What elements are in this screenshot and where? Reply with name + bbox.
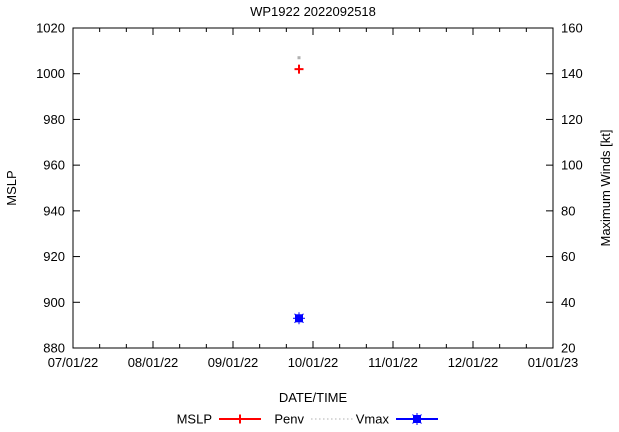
legend: MSLP Penv Vmax — [177, 412, 438, 427]
legend-label-penv: Penv — [274, 412, 304, 427]
data-point-penv — [297, 56, 301, 60]
x-tick-label: 07/01/22 — [48, 355, 99, 370]
legend-marker-vmax — [413, 415, 421, 423]
y2-tick-label: 120 — [561, 112, 583, 127]
y2-tick-label: 160 — [561, 21, 583, 36]
y-tick-label: 1000 — [36, 66, 65, 81]
plot-border — [72, 27, 554, 349]
legend-item-penv: Penv — [274, 412, 353, 427]
y-tick-label: 960 — [43, 158, 65, 173]
x-tick-label: 10/01/22 — [288, 355, 339, 370]
y2-axis-label: Maximum Winds [kt] — [598, 129, 613, 246]
x-tick-label: 08/01/22 — [128, 355, 179, 370]
y-tick-label: 900 — [43, 295, 65, 310]
x-tick-label: 01/01/23 — [528, 355, 579, 370]
y2-tick-label: 60 — [561, 249, 575, 264]
y2-tick-label: 100 — [561, 158, 583, 173]
chart-title: WP1922 2022092518 — [250, 4, 376, 19]
x-tick-label: 12/01/22 — [448, 355, 499, 370]
x-tick-label: 09/01/22 — [208, 355, 259, 370]
y-tick-label: 980 — [43, 112, 65, 127]
axis-ticks — [72, 27, 554, 349]
y2-tick-label: 80 — [561, 203, 575, 218]
y2-tick-label: 40 — [561, 295, 575, 310]
y-axis-label: MSLP — [4, 170, 19, 205]
y-tick-label: 1020 — [36, 21, 65, 36]
legend-item-mslp: MSLP — [177, 412, 261, 427]
y-tick-label: 920 — [43, 249, 65, 264]
y2-tick-label: 20 — [561, 341, 575, 356]
axis-tick-labels: 880 20 900 40 920 60 940 80 960 100 980 120 1000 140 1… — [36, 21, 583, 371]
x-tick-label: 11/01/22 — [368, 355, 418, 370]
legend-item-vmax: Vmax — [356, 412, 438, 427]
y-tick-label: 940 — [43, 203, 65, 218]
x-axis-label: DATE/TIME — [279, 390, 348, 405]
legend-label-mslp: MSLP — [177, 412, 212, 427]
data-points — [293, 56, 305, 325]
y-tick-label: 880 — [43, 341, 65, 356]
data-point-vmax — [295, 314, 303, 323]
legend-label-vmax: Vmax — [356, 412, 390, 427]
y2-tick-label: 140 — [561, 66, 583, 81]
